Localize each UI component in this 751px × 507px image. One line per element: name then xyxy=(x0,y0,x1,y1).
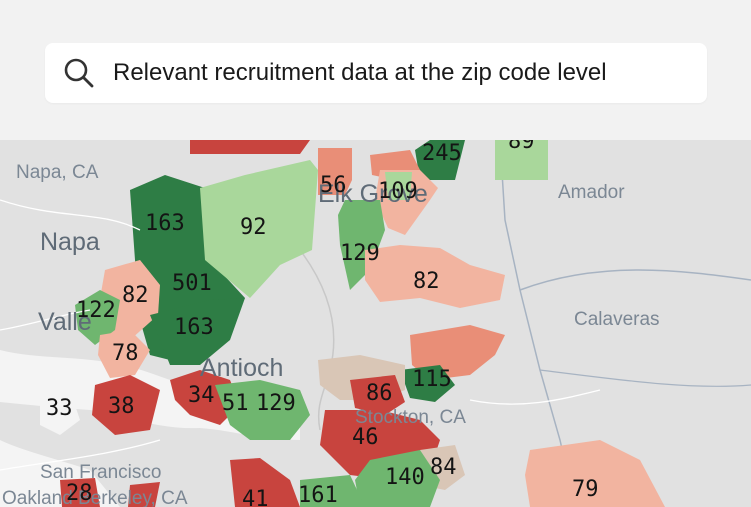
zip-region[interactable] xyxy=(525,440,665,507)
zip-region[interactable] xyxy=(92,375,160,435)
place-label-oakland-berkeley: Oakland Berkeley, CA xyxy=(2,488,188,507)
zip-region[interactable] xyxy=(60,478,100,507)
zip-value: 34 xyxy=(188,383,215,408)
place-label-calaveras: Calaveras xyxy=(574,309,660,330)
zip-value: 51 xyxy=(222,391,249,416)
search-query-text: Relevant recruitment data at the zip cod… xyxy=(113,59,607,86)
zip-value: 501 xyxy=(172,271,212,296)
zip-region[interactable] xyxy=(215,380,310,440)
search-bar[interactable]: Relevant recruitment data at the zip cod… xyxy=(45,43,707,103)
zip-region[interactable] xyxy=(338,200,385,290)
zip-region[interactable] xyxy=(400,365,455,402)
zip-value: 82 xyxy=(413,269,440,294)
zip-region[interactable] xyxy=(190,140,310,154)
zip-value: 46 xyxy=(352,425,379,450)
zip-region[interactable] xyxy=(200,160,318,298)
zip-value: 79 xyxy=(572,477,599,502)
zip-value: 78 xyxy=(112,341,139,366)
zip-region[interactable] xyxy=(385,172,412,200)
zip-value: 28 xyxy=(66,481,93,506)
place-label-amador: Amador xyxy=(558,182,625,203)
place-label-antioch: Antioch xyxy=(200,354,283,382)
zip-region[interactable] xyxy=(300,475,365,507)
zip-value: 86 xyxy=(366,381,393,406)
zip-region[interactable] xyxy=(495,140,548,180)
zip-region[interactable] xyxy=(75,290,120,345)
place-label-san-francisco: San Francisco xyxy=(40,462,161,483)
zip-value: 115 xyxy=(412,367,452,392)
zip-code-map[interactable]: Napa, CA Napa Valle Antioch Elk Grove Am… xyxy=(0,140,751,507)
zip-value: 129 xyxy=(340,241,380,266)
place-label-vallejo: Valle xyxy=(38,308,92,336)
road-lines xyxy=(0,199,601,471)
zip-value: 89 xyxy=(508,140,535,154)
zip-value: 163 xyxy=(145,211,185,236)
place-label-napa-ca: Napa, CA xyxy=(16,162,99,183)
zip-region[interactable] xyxy=(230,458,300,507)
zip-region[interactable] xyxy=(355,450,440,507)
map-canvas[interactable]: Napa, CA Napa Valle Antioch Elk Grove Am… xyxy=(0,140,751,507)
zip-region[interactable] xyxy=(170,370,240,425)
county-border-2 xyxy=(519,269,751,291)
place-label-elk-grove: Elk Grove xyxy=(318,180,428,208)
zip-value: 92 xyxy=(240,215,267,240)
zip-region[interactable] xyxy=(365,245,505,308)
zip-value: 33 xyxy=(46,396,73,421)
zip-region[interactable] xyxy=(40,390,80,435)
county-border-3 xyxy=(539,369,751,387)
zip-region[interactable] xyxy=(128,482,160,507)
zip-value: 84 xyxy=(430,455,457,480)
zip-value: 38 xyxy=(108,394,135,419)
zip-value: 41 xyxy=(242,487,269,507)
zip-region[interactable] xyxy=(350,375,405,415)
zip-value: 82 xyxy=(122,283,149,308)
search-icon xyxy=(64,58,94,88)
zip-value: 129 xyxy=(256,391,296,416)
zip-value: 161 xyxy=(298,483,338,507)
zip-region[interactable] xyxy=(415,140,465,180)
zip-region[interactable] xyxy=(318,148,352,195)
zip-region[interactable] xyxy=(98,330,150,378)
zip-value: 245 xyxy=(422,141,462,166)
zip-value: 122 xyxy=(76,298,116,323)
zip-value: 56 xyxy=(320,173,347,198)
zip-value: 163 xyxy=(174,315,214,340)
search-header: Relevant recruitment data at the zip cod… xyxy=(0,0,751,140)
zip-value-labels: 89 245 56 109 163 92 129 82 501 82 122 1… xyxy=(46,140,599,507)
zip-regions xyxy=(40,140,665,507)
place-label-napa: Napa xyxy=(40,228,100,256)
place-label-stockton: Stockton, CA xyxy=(355,407,466,428)
zip-value: 140 xyxy=(385,465,425,490)
zip-region[interactable] xyxy=(150,298,245,365)
zip-value: 109 xyxy=(378,179,418,204)
